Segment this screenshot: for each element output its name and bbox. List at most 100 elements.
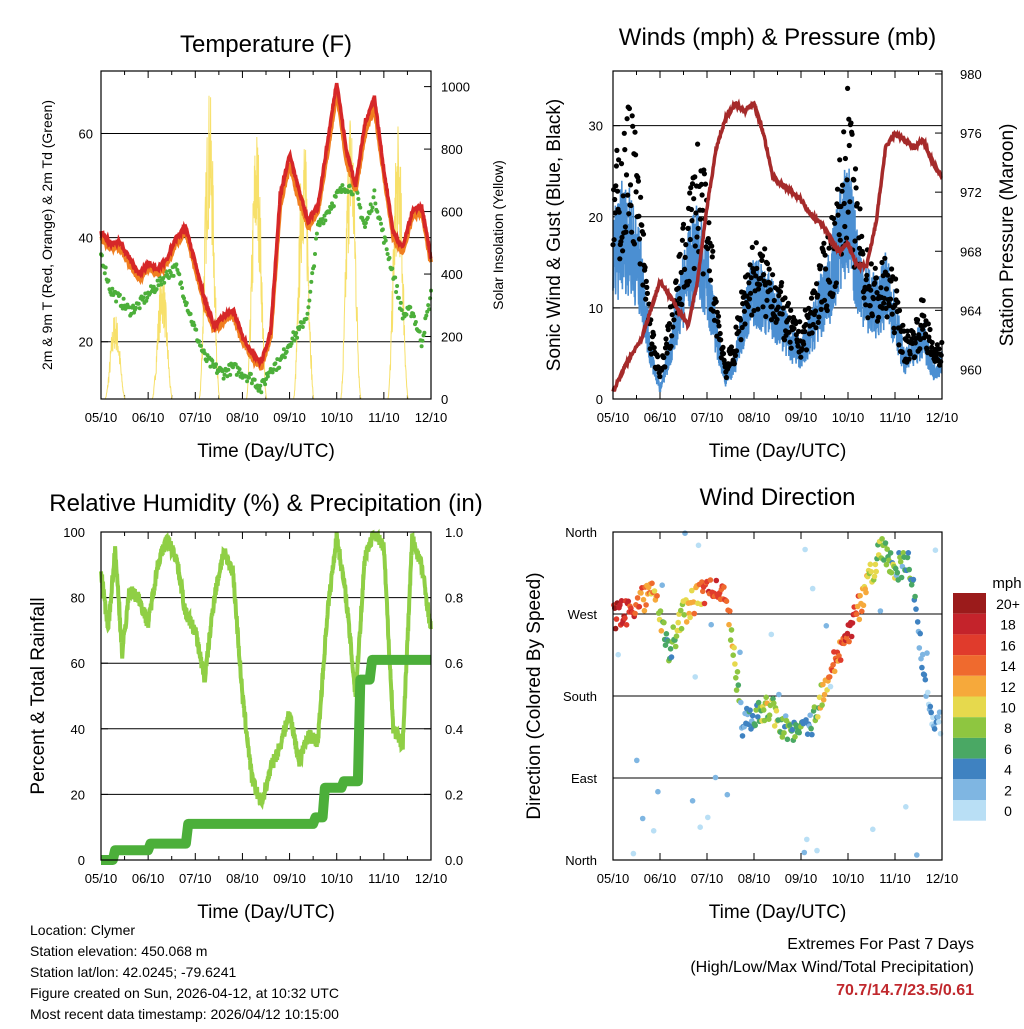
gust-point [702,181,709,187]
gust-point [899,349,905,355]
dewpoint-point [171,273,176,278]
gust-point [731,361,737,367]
direction-point [733,675,739,681]
direction-point [760,707,767,713]
extremes-subtitle: (High/Low/Max Wind/Total Precipitation) [690,959,974,976]
dewpoint-point [177,272,182,277]
direction-point [770,696,776,702]
direction-point [931,726,938,732]
gust-point [632,129,638,135]
dewpoint-point [312,264,317,269]
direction-point [753,707,759,713]
direction-point [922,676,929,683]
direction-point [638,590,644,596]
gust-point [798,354,804,360]
direction-point [809,731,815,738]
dewpoint-point [396,295,401,300]
direction-point [689,587,695,594]
gust-point [894,288,900,294]
panel-title: Relative Humidity (%) & Precipitation (i… [49,490,482,517]
gust-point [852,238,858,244]
gust-point [622,147,628,153]
gust-point [799,346,805,352]
dewpoint-point [340,183,345,188]
gust-point [834,186,841,192]
gust-point [837,157,843,163]
gust-point [640,231,647,237]
dewpoint-point [237,367,242,372]
dewpoint-point [297,324,302,329]
y-tick-label: 60 [71,656,85,671]
direction-point [649,580,655,587]
gust-point [764,261,771,267]
speed-legend: mph 20+ 18 16 14 12 10 8 6 4 2 0 [953,575,1022,821]
direction-point [925,689,931,696]
dewpoint-point [121,296,126,301]
x-tick-label: 09/10 [785,871,818,886]
dewpoint-point [168,270,173,275]
dewpoint-point [300,325,305,329]
direction-point [844,630,851,637]
x-tick-label: 10/10 [832,410,865,425]
panel-2: Relative Humidity (%) & Precipitation (i… [28,490,483,923]
legend-label: 16 [1000,637,1016,653]
gust-point [896,307,903,314]
gust-point [621,130,627,136]
extremes-title: Extremes For Past 7 Days [787,936,974,953]
direction-point [924,650,930,656]
direction-point [863,589,869,596]
legend-swatch [953,696,986,718]
dewpoint-point [399,308,404,313]
direction-point [707,577,714,583]
gust-point [785,300,792,306]
gust-point [868,261,874,267]
gust-point [881,300,887,306]
dewpoint-point [424,313,429,318]
direction-point [809,585,816,592]
direction-point [697,824,703,830]
dewpoint-point [137,306,142,311]
dewpoint-point [179,280,184,285]
gust-point [691,265,697,272]
figure-created: Figure created on Sun, 2026-04-12, at 10… [30,985,339,1001]
direction-point [662,642,669,648]
gust-point [638,194,644,200]
direction-point [836,653,842,659]
x-tick-label: 07/10 [179,871,212,886]
direction-point [665,638,671,644]
dewpoint-point [194,327,199,332]
dewpoint-point [310,271,315,276]
direction-point [670,624,676,630]
plot-frame [612,531,943,861]
gust-point [925,321,931,327]
direction-point [657,608,664,614]
gust-point [706,220,712,226]
direction-point [802,546,808,553]
direction-point [737,649,743,656]
gust-point [686,278,692,284]
gust-point [907,351,913,357]
direction-point [782,713,789,719]
direction-point [623,622,630,628]
gust-point [814,281,820,287]
dewpoint-point [327,210,332,215]
station-elevation: Station elevation: 450.068 m [30,943,208,959]
gust-point [824,307,830,314]
dewpoint-point [114,299,119,304]
direction-point [857,592,863,599]
plot-frame [612,70,943,400]
direction-point [668,654,675,660]
y2-tick-label: 972 [960,185,982,200]
direction-point [708,621,714,628]
dewpoint-point [184,301,189,305]
direction-point [738,699,744,706]
x-tick-label: 06/10 [132,410,165,425]
gust-point [917,346,923,352]
gust-point [872,280,878,286]
direction-point [831,668,838,675]
direction-point [913,606,919,612]
dewpoint-point [356,197,361,201]
dewpoint-point [258,383,263,388]
gust-point [851,177,857,183]
gust-point [661,354,667,361]
